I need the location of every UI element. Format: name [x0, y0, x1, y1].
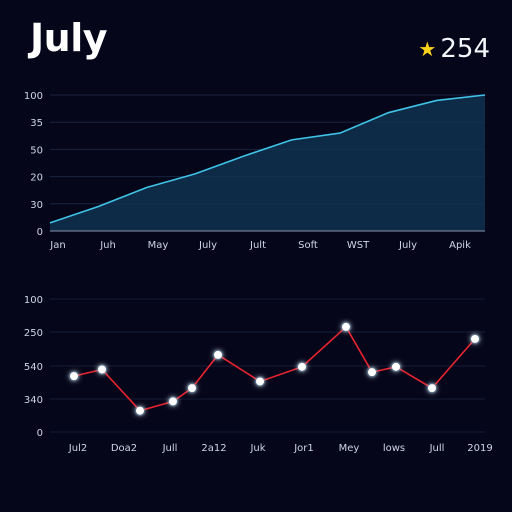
data-point	[188, 384, 196, 393]
x-tick-label: July	[198, 240, 217, 251]
x-tick-label: Mey	[339, 443, 360, 454]
data-point	[368, 368, 376, 377]
chart-title: July	[30, 16, 108, 60]
data-point	[136, 406, 144, 415]
y-tick-label: 20	[30, 173, 43, 184]
x-tick-label: July	[398, 240, 417, 251]
area-fill	[50, 95, 485, 231]
x-tick-label: Jul2	[68, 443, 87, 454]
data-point	[70, 372, 78, 381]
data-point	[214, 350, 222, 359]
x-tick-label: Jan	[49, 240, 65, 251]
area-chart: 0 30 20 50 35 100 Jan Juh May July Jult Soft WST July…	[24, 91, 486, 251]
y-tick-label: 100	[24, 91, 43, 102]
data-point	[471, 334, 479, 343]
y-tick-label: 100	[24, 295, 43, 306]
x-tick-label: Soft	[298, 240, 318, 251]
data-point	[169, 397, 177, 406]
y-tick-label: 30	[30, 200, 43, 211]
x-tick-label: Juk	[249, 443, 265, 454]
x-tick-label: Juh	[99, 240, 116, 251]
y-tick-label: 35	[30, 118, 43, 129]
x-tick-label: Jult	[249, 240, 266, 251]
y-tick-label: 50	[30, 145, 43, 156]
x-tick-label: Apik	[449, 240, 471, 251]
x-tick-label: lows	[383, 443, 405, 454]
data-point	[428, 384, 436, 393]
score-display: ★ 254	[418, 34, 490, 64]
x-tick-label: Jor1	[293, 443, 314, 454]
data-point	[392, 362, 400, 371]
y-tick-label: 0	[37, 428, 43, 439]
data-point	[342, 322, 350, 331]
series-line	[73, 325, 476, 412]
y-tick-label: 540	[24, 362, 43, 373]
data-point	[98, 365, 106, 374]
x-tick-label: Jull	[429, 443, 445, 454]
y-tick-label: 340	[24, 395, 43, 406]
x-tick-label: 2019	[467, 443, 492, 454]
y-tick-label: 250	[24, 328, 43, 339]
data-point	[298, 362, 306, 371]
x-tick-label: Jull	[162, 443, 178, 454]
x-tick-label: WST	[347, 240, 370, 251]
star-icon: ★	[418, 37, 437, 61]
score-value: 254	[440, 34, 490, 64]
y-tick-label: 0	[37, 227, 43, 238]
x-tick-label: 2a12	[201, 443, 226, 454]
data-point	[256, 377, 264, 386]
x-tick-label: May	[148, 240, 169, 251]
area-line	[49, 94, 486, 224]
x-tick-label: Doa2	[111, 443, 137, 454]
